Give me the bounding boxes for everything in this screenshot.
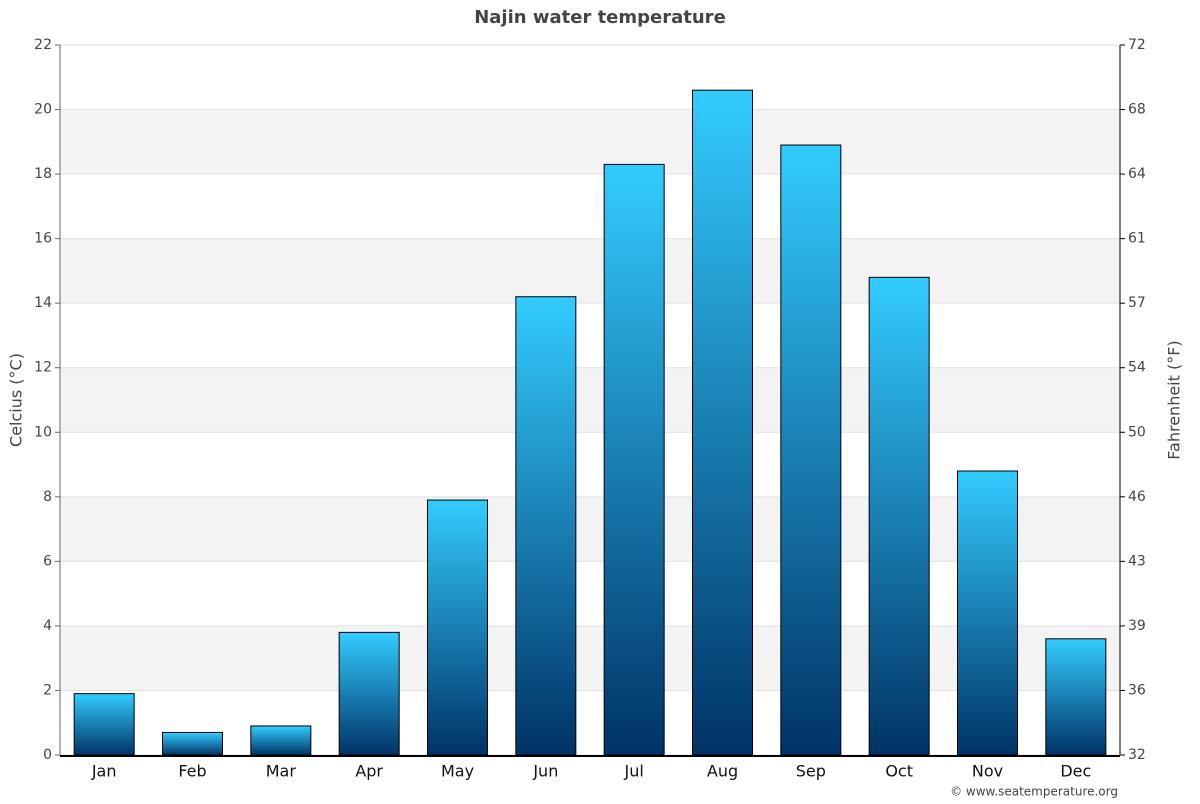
y-tick-label: 20 bbox=[34, 102, 52, 118]
y-tick-label: 4 bbox=[43, 618, 52, 634]
x-tick-label: May bbox=[441, 762, 474, 781]
y-tick-label: 0 bbox=[43, 747, 52, 763]
y-axis-label: Celcius (°C) bbox=[7, 353, 26, 447]
y2-tick-label: 43 bbox=[1128, 553, 1146, 569]
bar bbox=[1045, 638, 1107, 756]
bar bbox=[603, 163, 665, 756]
y2-tick-label: 39 bbox=[1128, 618, 1146, 634]
x-tick-label: Mar bbox=[266, 762, 297, 781]
bar bbox=[515, 296, 577, 756]
grid-band bbox=[60, 625, 1120, 691]
bar bbox=[73, 693, 135, 756]
x-tick-label: Nov bbox=[972, 762, 1003, 781]
y2-tick-label: 61 bbox=[1128, 231, 1146, 247]
y-tick-label: 18 bbox=[34, 166, 52, 182]
y2-tick-label: 72 bbox=[1128, 37, 1146, 53]
grid-band bbox=[60, 109, 1120, 175]
x-tick-label: Jan bbox=[91, 762, 117, 781]
y-tick-label: 22 bbox=[34, 37, 52, 53]
x-tick-label: Dec bbox=[1060, 762, 1091, 781]
y-tick-label: 16 bbox=[34, 231, 52, 247]
y-tick-label: 12 bbox=[34, 360, 52, 376]
y2-tick-label: 50 bbox=[1128, 424, 1146, 440]
bar bbox=[338, 631, 400, 756]
grid-band bbox=[60, 496, 1120, 562]
y2-tick-label: 64 bbox=[1128, 166, 1146, 182]
grid-band bbox=[60, 238, 1120, 304]
y-tick-label: 8 bbox=[43, 489, 52, 505]
bar bbox=[250, 725, 312, 756]
bar bbox=[427, 499, 488, 756]
bar bbox=[162, 731, 223, 756]
x-tick-label: Aug bbox=[707, 762, 738, 781]
y-tick-label: 6 bbox=[43, 553, 52, 569]
x-tick-label: Oct bbox=[885, 762, 913, 781]
y-tick-label: 10 bbox=[34, 424, 52, 440]
x-tick-label: Feb bbox=[178, 762, 206, 781]
y2-tick-label: 36 bbox=[1128, 682, 1146, 698]
x-tick-label: Apr bbox=[355, 762, 383, 781]
y2-tick-label: 54 bbox=[1128, 360, 1146, 376]
x-tick-label: Sep bbox=[796, 762, 826, 781]
y2-axis-label: Fahrenheit (°F) bbox=[1165, 340, 1184, 459]
y2-tick-label: 57 bbox=[1128, 295, 1146, 311]
y-tick-label: 14 bbox=[34, 295, 52, 311]
bar bbox=[957, 470, 1018, 756]
source: © www.seatemperature.org bbox=[950, 785, 1118, 799]
bar bbox=[692, 89, 753, 756]
x-tick-label: Jun bbox=[532, 762, 558, 781]
y2-tick-label: 32 bbox=[1128, 747, 1146, 763]
y2-tick-label: 46 bbox=[1128, 489, 1146, 505]
y2-tick-label: 68 bbox=[1128, 102, 1146, 118]
grid-band bbox=[60, 367, 1120, 433]
bar bbox=[780, 144, 842, 756]
y-tick-label: 2 bbox=[43, 682, 52, 698]
bar bbox=[868, 276, 930, 756]
x-tick-label: Jul bbox=[624, 762, 644, 781]
chart-title: Najin water temperature bbox=[474, 7, 726, 28]
